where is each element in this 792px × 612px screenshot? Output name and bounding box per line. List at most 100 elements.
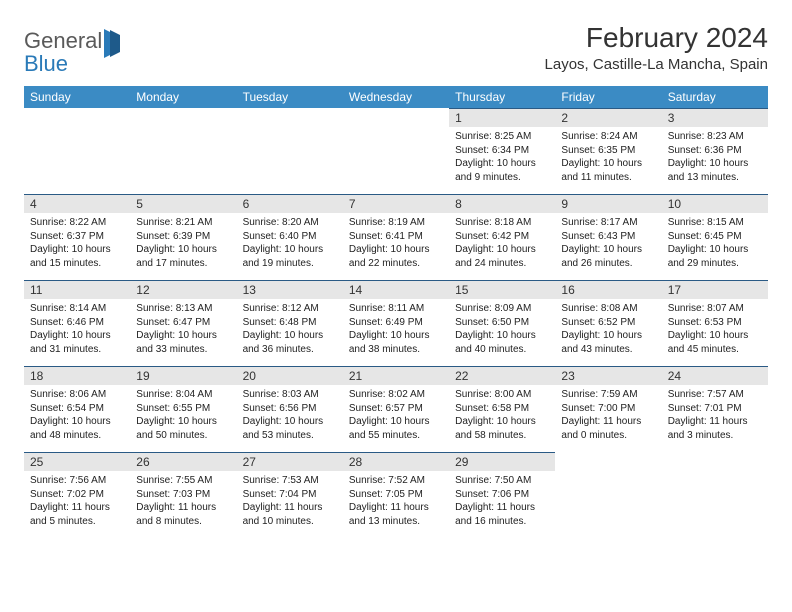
week-row: 1Sunrise: 8:25 AMSunset: 6:34 PMDaylight… <box>24 108 768 194</box>
day-cell: 29Sunrise: 7:50 AMSunset: 7:06 PMDayligh… <box>449 452 555 538</box>
daylight-line: Daylight: 10 hours and 19 minutes. <box>243 243 337 270</box>
cell: 29Sunrise: 7:50 AMSunset: 7:06 PMDayligh… <box>449 452 555 538</box>
day-cell <box>662 452 768 538</box>
day-header: Tuesday <box>237 86 343 108</box>
cell-body: Sunrise: 8:07 AMSunset: 6:53 PMDaylight:… <box>662 299 768 360</box>
cell-body: Sunrise: 8:03 AMSunset: 6:56 PMDaylight:… <box>237 385 343 446</box>
day-cell: 22Sunrise: 8:00 AMSunset: 6:58 PMDayligh… <box>449 366 555 452</box>
day-number: 6 <box>237 195 343 213</box>
day-cell: 25Sunrise: 7:56 AMSunset: 7:02 PMDayligh… <box>24 452 130 538</box>
daylight-line: Daylight: 10 hours and 15 minutes. <box>30 243 124 270</box>
sunset-line: Sunset: 7:03 PM <box>136 488 230 502</box>
title-block: February 2024 Layos, Castille-La Mancha,… <box>545 22 768 73</box>
sunset-line: Sunset: 6:43 PM <box>561 230 655 244</box>
sunrise-line: Sunrise: 8:07 AM <box>668 302 762 316</box>
sunrise-line: Sunrise: 8:25 AM <box>455 130 549 144</box>
day-number: 1 <box>449 109 555 127</box>
day-number: 28 <box>343 453 449 471</box>
day-cell: 3Sunrise: 8:23 AMSunset: 6:36 PMDaylight… <box>662 108 768 194</box>
cell: 4Sunrise: 8:22 AMSunset: 6:37 PMDaylight… <box>24 194 130 280</box>
cell-body: Sunrise: 8:12 AMSunset: 6:48 PMDaylight:… <box>237 299 343 360</box>
daylight-line: Daylight: 11 hours and 3 minutes. <box>668 415 762 442</box>
cell: 23Sunrise: 7:59 AMSunset: 7:00 PMDayligh… <box>555 366 661 452</box>
daylight-line: Daylight: 11 hours and 13 minutes. <box>349 501 443 528</box>
sunrise-line: Sunrise: 8:23 AM <box>668 130 762 144</box>
daylight-line: Daylight: 10 hours and 58 minutes. <box>455 415 549 442</box>
sunset-line: Sunset: 7:01 PM <box>668 402 762 416</box>
day-number: 27 <box>237 453 343 471</box>
daylight-line: Daylight: 11 hours and 16 minutes. <box>455 501 549 528</box>
day-number: 5 <box>130 195 236 213</box>
day-cell: 28Sunrise: 7:52 AMSunset: 7:05 PMDayligh… <box>343 452 449 538</box>
sunrise-line: Sunrise: 8:09 AM <box>455 302 549 316</box>
cell: 13Sunrise: 8:12 AMSunset: 6:48 PMDayligh… <box>237 280 343 366</box>
sunset-line: Sunset: 6:50 PM <box>455 316 549 330</box>
empty-cell <box>24 108 130 194</box>
daylight-line: Daylight: 10 hours and 17 minutes. <box>136 243 230 270</box>
sunset-line: Sunset: 6:47 PM <box>136 316 230 330</box>
week-row: 11Sunrise: 8:14 AMSunset: 6:46 PMDayligh… <box>24 280 768 366</box>
cell-body: Sunrise: 8:21 AMSunset: 6:39 PMDaylight:… <box>130 213 236 274</box>
day-number: 3 <box>662 109 768 127</box>
daylight-line: Daylight: 10 hours and 33 minutes. <box>136 329 230 356</box>
logo-text-blue: Blue <box>24 51 68 76</box>
cell: 14Sunrise: 8:11 AMSunset: 6:49 PMDayligh… <box>343 280 449 366</box>
cell-body: Sunrise: 8:25 AMSunset: 6:34 PMDaylight:… <box>449 127 555 188</box>
cell-body: Sunrise: 7:56 AMSunset: 7:02 PMDaylight:… <box>24 471 130 532</box>
cell: 7Sunrise: 8:19 AMSunset: 6:41 PMDaylight… <box>343 194 449 280</box>
day-header: Sunday <box>24 86 130 108</box>
cell: 17Sunrise: 8:07 AMSunset: 6:53 PMDayligh… <box>662 280 768 366</box>
daylight-line: Daylight: 10 hours and 11 minutes. <box>561 157 655 184</box>
calendar-table: SundayMondayTuesdayWednesdayThursdayFrid… <box>24 86 768 538</box>
sunrise-line: Sunrise: 8:21 AM <box>136 216 230 230</box>
sunset-line: Sunset: 7:05 PM <box>349 488 443 502</box>
day-number: 29 <box>449 453 555 471</box>
daylight-line: Daylight: 11 hours and 10 minutes. <box>243 501 337 528</box>
day-number: 13 <box>237 281 343 299</box>
sunset-line: Sunset: 6:35 PM <box>561 144 655 158</box>
day-cell: 23Sunrise: 7:59 AMSunset: 7:00 PMDayligh… <box>555 366 661 452</box>
cell: 10Sunrise: 8:15 AMSunset: 6:45 PMDayligh… <box>662 194 768 280</box>
cell-body: Sunrise: 7:50 AMSunset: 7:06 PMDaylight:… <box>449 471 555 532</box>
week-row: 18Sunrise: 8:06 AMSunset: 6:54 PMDayligh… <box>24 366 768 452</box>
day-number: 7 <box>343 195 449 213</box>
empty-cell <box>555 452 661 538</box>
sunset-line: Sunset: 6:48 PM <box>243 316 337 330</box>
daylight-line: Daylight: 10 hours and 26 minutes. <box>561 243 655 270</box>
day-cell: 2Sunrise: 8:24 AMSunset: 6:35 PMDaylight… <box>555 108 661 194</box>
daylight-line: Daylight: 10 hours and 36 minutes. <box>243 329 337 356</box>
cell: 11Sunrise: 8:14 AMSunset: 6:46 PMDayligh… <box>24 280 130 366</box>
cell-body: Sunrise: 8:17 AMSunset: 6:43 PMDaylight:… <box>555 213 661 274</box>
day-header: Monday <box>130 86 236 108</box>
cell-body: Sunrise: 8:02 AMSunset: 6:57 PMDaylight:… <box>343 385 449 446</box>
day-number: 23 <box>555 367 661 385</box>
sunset-line: Sunset: 7:00 PM <box>561 402 655 416</box>
sunset-line: Sunset: 6:55 PM <box>136 402 230 416</box>
day-cell: 27Sunrise: 7:53 AMSunset: 7:04 PMDayligh… <box>237 452 343 538</box>
day-cell: 7Sunrise: 8:19 AMSunset: 6:41 PMDaylight… <box>343 194 449 280</box>
cell-body: Sunrise: 8:24 AMSunset: 6:35 PMDaylight:… <box>555 127 661 188</box>
sunset-line: Sunset: 6:57 PM <box>349 402 443 416</box>
daylight-line: Daylight: 10 hours and 50 minutes. <box>136 415 230 442</box>
daylight-line: Daylight: 10 hours and 43 minutes. <box>561 329 655 356</box>
sunset-line: Sunset: 6:41 PM <box>349 230 443 244</box>
sunrise-line: Sunrise: 8:20 AM <box>243 216 337 230</box>
sunset-line: Sunset: 6:52 PM <box>561 316 655 330</box>
cell-body: Sunrise: 7:52 AMSunset: 7:05 PMDaylight:… <box>343 471 449 532</box>
page-title: February 2024 <box>545 22 768 54</box>
sunset-line: Sunset: 6:36 PM <box>668 144 762 158</box>
sunset-line: Sunset: 6:58 PM <box>455 402 549 416</box>
sunset-line: Sunset: 6:42 PM <box>455 230 549 244</box>
day-number: 8 <box>449 195 555 213</box>
daylight-line: Daylight: 10 hours and 55 minutes. <box>349 415 443 442</box>
day-number: 4 <box>24 195 130 213</box>
sunrise-line: Sunrise: 8:19 AM <box>349 216 443 230</box>
day-number: 26 <box>130 453 236 471</box>
sunset-line: Sunset: 6:37 PM <box>30 230 124 244</box>
sunrise-line: Sunrise: 8:18 AM <box>455 216 549 230</box>
sunset-line: Sunset: 7:02 PM <box>30 488 124 502</box>
sunrise-line: Sunrise: 8:00 AM <box>455 388 549 402</box>
day-header: Wednesday <box>343 86 449 108</box>
cell: 5Sunrise: 8:21 AMSunset: 6:39 PMDaylight… <box>130 194 236 280</box>
day-cell: 15Sunrise: 8:09 AMSunset: 6:50 PMDayligh… <box>449 280 555 366</box>
